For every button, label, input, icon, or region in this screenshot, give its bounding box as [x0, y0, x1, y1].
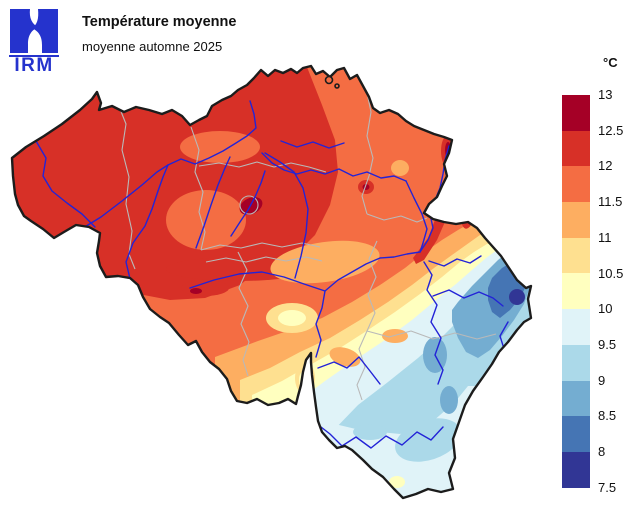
legend-tick-label: 13 — [598, 87, 613, 102]
legend-tick-label: 11.5 — [598, 194, 623, 210]
legend-swatch — [562, 309, 590, 345]
legend-tick-label: 12 — [598, 158, 613, 174]
legend-tick-label: 12.5 — [598, 122, 624, 138]
legend-swatch — [562, 237, 590, 274]
legend-swatch — [562, 166, 590, 203]
legend-colorbar — [562, 95, 590, 488]
baarle-hertog-enclaves — [324, 75, 340, 89]
legend-tick-label: 11 — [598, 229, 612, 245]
legend-swatch — [562, 273, 590, 310]
legend-swatch — [562, 380, 590, 417]
page-title: Température moyenne — [82, 14, 237, 30]
country-outline — [10, 64, 533, 500]
legend-tick-label: 9 — [598, 372, 606, 388]
irm-logo-text: IRM — [14, 55, 53, 72]
legend-swatch — [562, 344, 590, 381]
legend-swatch — [562, 451, 590, 488]
legend-swatch — [562, 202, 590, 238]
province-borders — [117, 87, 497, 401]
legend-tick-label: 10 — [598, 301, 613, 317]
legend-tick-label: 7.5 — [598, 479, 617, 495]
legend-swatch — [562, 130, 590, 167]
legend-swatch — [562, 95, 590, 131]
legend-unit-label: °C — [603, 55, 618, 70]
page-subtitle: moyenne automne 2025 — [82, 39, 223, 54]
rivers — [35, 100, 509, 449]
irm-logo-icon: IRM — [9, 9, 59, 72]
header: Température moyenne moyenne automne 2025 — [82, 13, 236, 54]
legend-tick-label: 8 — [598, 444, 606, 459]
legend-swatch — [562, 416, 590, 452]
legend-tick-label: 9.5 — [598, 336, 617, 352]
legend-tick-label: 10.5 — [598, 265, 624, 281]
legend-tick-label: 8.5 — [598, 408, 617, 424]
temperature-field — [12, 66, 531, 498]
